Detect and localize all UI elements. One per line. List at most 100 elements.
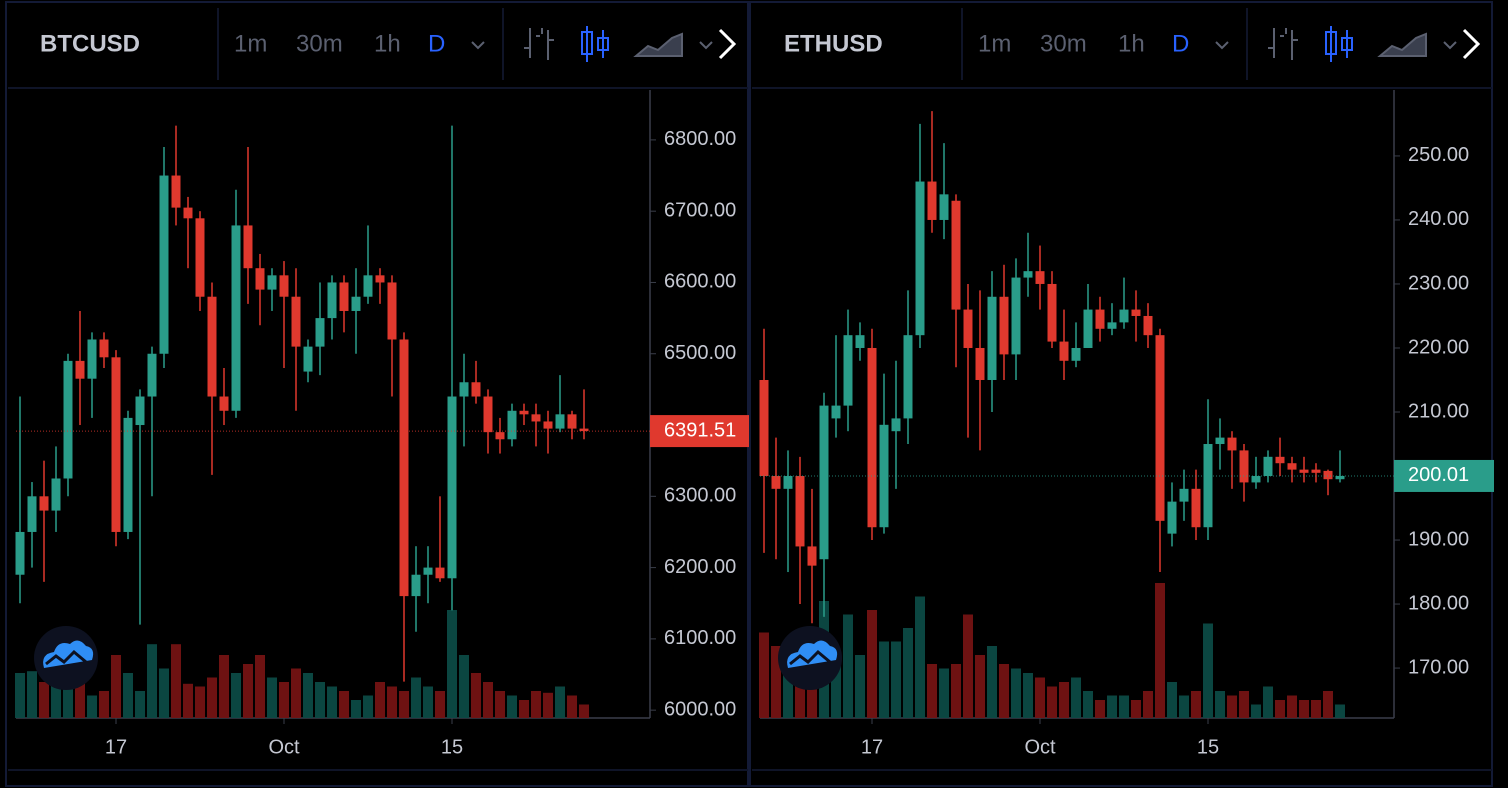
volume-bar — [1323, 691, 1333, 718]
volume-bar — [123, 673, 133, 718]
interval-dropdown[interactable] — [1215, 41, 1229, 50]
candle-body — [231, 225, 241, 411]
scroll-right[interactable] — [718, 28, 737, 60]
interval-button[interactable]: D — [428, 30, 445, 57]
last-price-tag — [1394, 459, 1494, 492]
candle-body — [1335, 475, 1345, 480]
volume-bar — [1275, 700, 1285, 718]
candles-icon-body — [1341, 37, 1353, 51]
interval-button[interactable]: 30m — [296, 30, 343, 57]
volume-bar — [1167, 682, 1177, 718]
candle-body — [1275, 456, 1285, 464]
candle-body — [387, 282, 397, 340]
area-icon[interactable] — [633, 32, 683, 57]
x-tick-label: 15 — [1197, 736, 1219, 758]
candle-body — [867, 347, 877, 528]
volume-bar — [135, 691, 145, 718]
volume-bar — [1035, 677, 1045, 718]
volume-bar — [1071, 677, 1081, 718]
volume-bar — [291, 668, 301, 718]
candle-body — [1299, 469, 1309, 473]
last-price-label: 200.01 — [1408, 464, 1469, 486]
candle-body — [351, 296, 361, 311]
volume-bar — [411, 677, 421, 718]
interval-button[interactable]: 1h — [1118, 30, 1145, 57]
candle-body — [819, 405, 829, 560]
x-tick-label: 15 — [441, 736, 463, 758]
candle-body — [63, 360, 73, 479]
interval-button[interactable]: 1h — [374, 30, 401, 57]
volume-bar — [1215, 691, 1225, 718]
candle-body — [1191, 488, 1201, 528]
candle-body — [915, 181, 925, 336]
volume-bar — [579, 704, 589, 718]
volume-bar — [63, 683, 73, 718]
interval-button[interactable]: D — [1172, 30, 1189, 57]
candles-icon-body — [581, 31, 593, 55]
logo-line — [789, 649, 831, 666]
y-tick-label: 6000.00 — [664, 698, 736, 720]
volume-bar — [219, 655, 229, 718]
candle-body — [1287, 463, 1297, 470]
bars-icon[interactable] — [524, 28, 554, 60]
volume-bar — [939, 668, 949, 718]
volume-bar — [867, 610, 877, 718]
volume-bar — [495, 691, 505, 718]
candle-body — [171, 175, 181, 208]
volume-bar — [51, 677, 61, 718]
bars-icon[interactable] — [1268, 28, 1298, 60]
volume-bar — [1095, 700, 1105, 718]
volume-bar — [483, 682, 493, 718]
volume-bar — [423, 686, 433, 718]
volume-bar — [1119, 695, 1129, 718]
volume-bar — [327, 686, 337, 718]
volume-bar — [1107, 695, 1117, 718]
candle-body — [399, 339, 409, 597]
candle-body — [783, 476, 793, 489]
interval-button[interactable]: 1m — [234, 30, 267, 57]
volume-bar — [987, 646, 997, 718]
volume-bar — [363, 695, 373, 718]
candle-body — [891, 418, 901, 432]
volume-bar — [387, 686, 397, 718]
candle-body — [483, 396, 493, 433]
volume-bar — [87, 695, 97, 718]
y-tick-label: 170.00 — [1408, 656, 1469, 678]
interval-button[interactable]: 1m — [978, 30, 1011, 57]
scroll-right[interactable] — [1462, 28, 1481, 60]
volume-bar — [435, 691, 445, 718]
candle-body — [243, 225, 253, 269]
candle-body — [1131, 309, 1141, 316]
volume-bar — [963, 614, 973, 718]
symbol-title: ETHUSD — [784, 30, 883, 57]
candle-body — [219, 396, 229, 411]
candle-body — [963, 309, 973, 348]
candle-body — [159, 175, 169, 354]
y-tick-label: 6500.00 — [664, 342, 736, 364]
candle-body — [147, 353, 157, 397]
candle-body — [1011, 277, 1021, 355]
chart-type-dropdown[interactable] — [1443, 41, 1457, 50]
candle-body — [1311, 469, 1321, 473]
candle-body — [1263, 456, 1273, 477]
chart-type-dropdown[interactable] — [699, 41, 713, 50]
candle-body — [339, 282, 349, 311]
candle-body — [87, 339, 97, 379]
interval-dropdown[interactable] — [471, 41, 485, 50]
candle-body — [111, 357, 121, 532]
candle-body — [435, 567, 445, 579]
candle-body — [1215, 437, 1225, 445]
candle-body — [303, 346, 313, 372]
candle-body — [1227, 437, 1237, 451]
candle-body — [315, 318, 325, 347]
area-icon[interactable] — [1377, 32, 1427, 57]
volume-bar — [147, 644, 157, 718]
volume-bar — [207, 677, 217, 718]
volume-bar — [99, 691, 109, 718]
interval-button[interactable]: 30m — [1040, 30, 1087, 57]
candle-body — [927, 181, 937, 220]
candle-body — [1155, 335, 1165, 521]
y-tick-label: 180.00 — [1408, 592, 1469, 614]
volume-bar — [111, 655, 121, 718]
candle-body — [831, 405, 841, 419]
